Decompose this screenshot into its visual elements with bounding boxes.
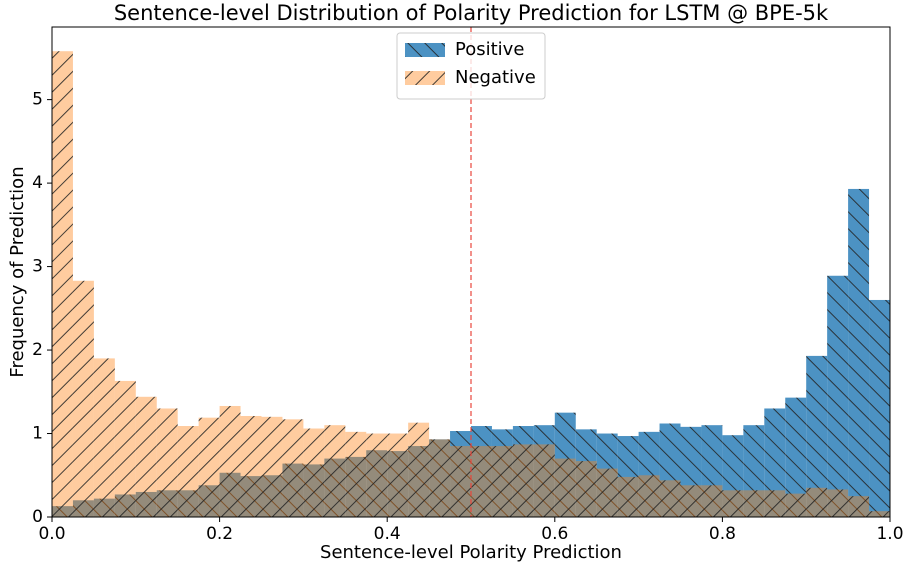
y-tick-label: 0 [32, 507, 43, 527]
legend-swatch [405, 43, 445, 57]
x-tick-label: 1.0 [876, 524, 903, 544]
legend-label: Negative [455, 67, 536, 88]
histogram-bar [743, 490, 765, 517]
histogram-bar [282, 419, 304, 517]
histogram-bar [680, 485, 702, 517]
legend: Positive Negative [396, 32, 546, 100]
x-tick-label: 0.2 [206, 524, 233, 544]
x-tick-label: 0.8 [709, 524, 736, 544]
histogram-bar [345, 431, 367, 517]
y-axis-label: Frequency of Prediction [7, 166, 28, 377]
y-tick-label: 4 [32, 173, 43, 193]
histogram-bar [722, 490, 744, 517]
histogram-bar [827, 275, 849, 517]
histogram-bar [554, 458, 576, 517]
y-tick-label: 1 [32, 424, 43, 444]
histogram-bar [575, 461, 597, 517]
histogram-bar [450, 446, 471, 517]
histogram-bar [261, 416, 283, 517]
histogram-bar [491, 446, 513, 517]
histogram-bar [219, 405, 241, 517]
histogram-bar [135, 396, 157, 517]
y-tick-label: 5 [32, 90, 43, 110]
histogram-bar [177, 426, 199, 517]
x-tick-label: 0.0 [38, 524, 65, 544]
histogram-bar [764, 408, 786, 517]
histogram-bar [324, 425, 346, 517]
histogram-bar [114, 380, 136, 517]
histogram-bar [198, 417, 220, 517]
histogram-bar [869, 299, 890, 517]
y-tick-label: 3 [32, 257, 43, 277]
y-tick-label: 2 [32, 340, 43, 360]
histogram-bar [848, 188, 870, 517]
histogram-bar [617, 476, 639, 517]
x-tick-label: 0.4 [374, 524, 401, 544]
histogram-bar [52, 51, 73, 518]
x-tick-label: 0.6 [541, 524, 568, 544]
histogram-bar [869, 511, 890, 517]
histogram-bar [701, 485, 723, 517]
histogram-bar [659, 480, 681, 517]
histogram-bar [764, 490, 786, 517]
histogram-bar [806, 487, 828, 517]
histogram-bar [429, 439, 451, 517]
histogram-bar [93, 358, 115, 517]
histogram-bar [366, 433, 388, 517]
histogram-bar [785, 493, 807, 517]
histogram-bar [806, 355, 828, 517]
histogram-bar [72, 280, 94, 517]
histogram-bar [240, 415, 262, 517]
histogram-bar [827, 489, 849, 517]
legend-swatch [405, 71, 445, 85]
plot-frame [51, 26, 891, 518]
histogram-bar [848, 496, 870, 517]
histogram-bar [785, 397, 807, 517]
histogram-bar [596, 468, 618, 517]
histogram-bar [408, 422, 430, 517]
x-axis-label: Sentence-level Polarity Prediction [320, 542, 622, 563]
chart-title: Sentence-level Distribution of Polarity … [114, 1, 829, 25]
histogram-bar [387, 433, 409, 517]
bars [52, 51, 890, 518]
histogram-bar [303, 428, 325, 517]
legend-label: Positive [455, 39, 524, 60]
histogram-bar [533, 444, 555, 517]
histogram-bar [156, 408, 178, 517]
histogram-bar [638, 475, 660, 517]
histogram-bar [512, 444, 534, 517]
histogram-bar [471, 446, 492, 517]
